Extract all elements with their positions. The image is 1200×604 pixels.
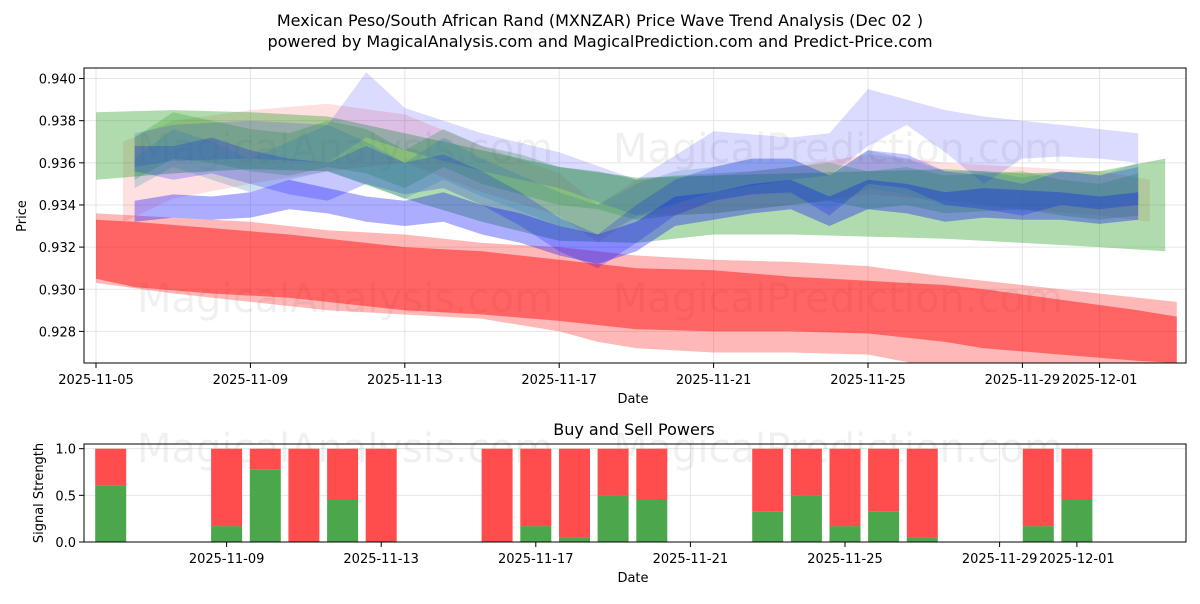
figure-subtitle: powered by MagicalAnalysis.com and Magic…: [267, 32, 932, 51]
price-y-ticks: 0.928 0.930 0.932 0.934 0.936 0.938 0.940: [39, 73, 84, 340]
buy-bar: [597, 495, 629, 542]
price-band-blue-upper: [134, 72, 1139, 216]
price-y-tick-label: 0.928: [39, 325, 76, 340]
price-x-tick-label: 2025-11-29: [985, 373, 1061, 388]
price-y-tick-label: 0.940: [39, 73, 76, 88]
sell-bar: [868, 448, 900, 512]
buy-bar: [95, 485, 127, 542]
price-chart: MagicalAnalysis.com MagicalPrediction.co…: [15, 67, 1187, 407]
buy-bar: [906, 537, 938, 542]
price-chart-frame: [83, 67, 1187, 364]
buy-bar: [327, 500, 359, 542]
signal-x-tick-label: 2025-11-29: [962, 552, 1038, 567]
price-y-tick-label: 0.938: [39, 115, 76, 130]
price-x-axis-label: Date: [617, 392, 648, 407]
price-band-red-main: [96, 219, 1177, 363]
sell-bar: [597, 448, 629, 496]
price-y-tick-label: 0.934: [39, 199, 76, 214]
sell-bar: [327, 448, 359, 500]
price-y-tick-label: 0.932: [39, 241, 76, 256]
price-y-axis-label: Price: [15, 200, 30, 232]
sell-bar: [520, 448, 552, 527]
watermark-analysis-top: MagicalAnalysis.com: [137, 126, 553, 172]
signal-y-tick-label: 0.0: [55, 536, 76, 551]
signal-x-tick-label: 2025-11-09: [189, 552, 265, 567]
signal-x-axis-label: Date: [617, 571, 648, 586]
sell-bar: [288, 448, 320, 542]
sell-bar: [365, 448, 397, 542]
sell-bar: [559, 448, 590, 538]
price-band-blue-low: [134, 179, 1139, 264]
buy-bar: [1022, 526, 1054, 542]
watermark-prediction-mid: MagicalPrediction.com: [613, 276, 1063, 322]
buy-bar: [752, 511, 784, 542]
price-x-tick-label: 2025-11-05: [58, 373, 134, 388]
sell-bar: [790, 448, 822, 496]
sell-bar: [1022, 448, 1054, 527]
price-x-tick-label: 2025-11-21: [676, 373, 752, 388]
sell-bar: [752, 448, 784, 512]
price-band-green-wave: [134, 112, 1139, 220]
signal-bars: [95, 448, 1093, 542]
signal-x-tick-label: 2025-11-21: [653, 552, 729, 567]
signal-x-tick-label: 2025-11-17: [498, 552, 574, 567]
price-x-tick-label: 2025-11-17: [521, 373, 597, 388]
sell-bar: [829, 448, 861, 527]
price-band-salmon: [123, 103, 1150, 243]
signal-x-ticks: 2025-11-09 2025-11-13 2025-11-17 2025-11-21…: [189, 542, 1115, 567]
signal-y-tick-label: 0.5: [55, 489, 76, 504]
buy-bar: [829, 526, 861, 542]
buy-bar: [1061, 500, 1093, 542]
sell-bar: [249, 448, 281, 470]
watermark-prediction-top: MagicalPrediction.com: [613, 126, 1063, 172]
signal-x-tick-label: 2025-12-01: [1039, 552, 1115, 567]
price-band-red-wide: [96, 213, 1177, 363]
price-x-tick-label: 2025-11-13: [367, 373, 443, 388]
figure-title: Mexican Peso/South African Rand (MXNZAR)…: [277, 11, 923, 30]
buy-bar: [868, 511, 900, 542]
signal-chart-title: Buy and Sell Powers: [553, 420, 715, 439]
price-x-tick-label: 2025-11-09: [213, 373, 289, 388]
price-x-tick-label: 2025-12-01: [1062, 373, 1138, 388]
price-bands: [96, 72, 1177, 363]
signal-chart: Buy and Sell Powers MagicalAnalysis.com …: [32, 420, 1187, 586]
price-band-teal-wave: [134, 124, 1139, 237]
sell-bar: [211, 448, 243, 527]
sell-bar: [636, 448, 668, 500]
price-band-green-wide: [96, 110, 1166, 252]
buy-bar: [520, 526, 552, 542]
signal-chart-frame: [83, 443, 1187, 543]
price-y-tick-label: 0.936: [39, 157, 76, 172]
price-y-tick-label: 0.930: [39, 283, 76, 298]
sell-bar: [1061, 448, 1093, 500]
buy-bar: [790, 495, 822, 542]
buy-bar: [559, 537, 590, 542]
buy-bar: [211, 526, 243, 542]
sell-bar: [481, 448, 513, 542]
watermark-analysis-mid: MagicalAnalysis.com: [137, 276, 553, 322]
price-chart-watermarks: MagicalAnalysis.com MagicalPrediction.co…: [137, 126, 1063, 322]
signal-x-tick-label: 2025-11-25: [807, 552, 883, 567]
sell-bar: [95, 448, 127, 486]
buy-bar: [636, 500, 668, 542]
price-x-ticks: 2025-11-05 2025-11-09 2025-11-13 2025-11-17…: [58, 363, 1137, 388]
signal-y-ticks: 0.0 0.5 1.0: [55, 443, 84, 551]
signal-x-tick-label: 2025-11-13: [343, 552, 419, 567]
buy-bar: [249, 469, 281, 542]
signal-y-tick-label: 1.0: [55, 443, 76, 458]
price-x-tick-label: 2025-11-25: [830, 373, 906, 388]
sell-bar: [906, 448, 938, 538]
price-chart-grid: [84, 68, 1186, 363]
price-band-blue-mid: [134, 137, 1139, 269]
signal-y-axis-label: Signal Strength: [32, 443, 47, 543]
